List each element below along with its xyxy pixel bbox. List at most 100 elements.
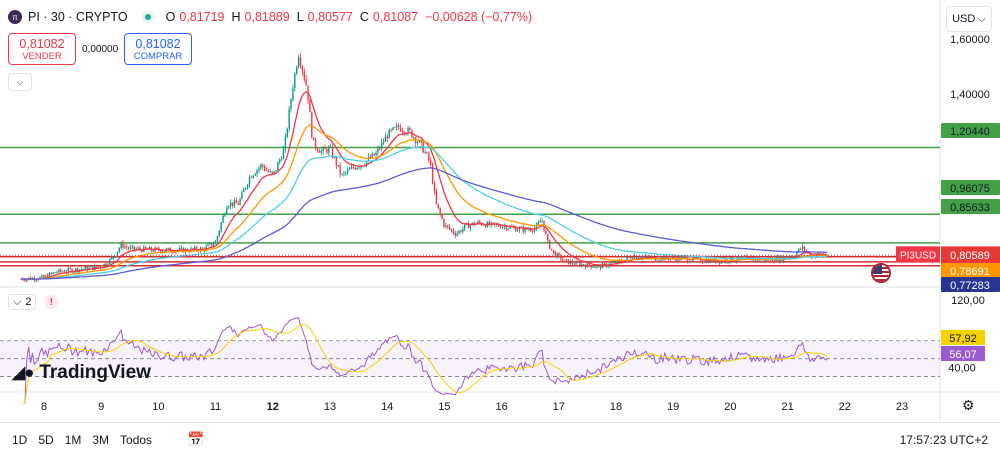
currency-select[interactable]: USD ⌵ [946,6,992,32]
candle-body [784,257,787,259]
rsi-tag-bg [941,346,985,361]
candle-body [513,227,515,228]
candle-body [279,159,281,163]
candle-body [262,164,264,167]
candle-body [63,271,66,273]
candle-body [720,260,723,264]
candle-body [633,255,636,259]
candle-body [120,242,122,249]
close-label: C [359,10,369,24]
candle-body [167,247,170,249]
rsi-axis-label: 120,00 [951,295,985,307]
candle-body [437,203,439,209]
candle-body [107,264,109,266]
candle-body [314,140,317,149]
candle-body [316,148,319,151]
candle-body [569,261,572,265]
timeframe-3m[interactable]: 3M [92,432,110,447]
candle-body [503,226,506,227]
candle-body [112,257,115,259]
candle-body [322,147,324,151]
candle-body [760,259,762,261]
candle-body [773,261,775,262]
candle-body [94,265,96,270]
candle-body [111,257,113,260]
candle-body [547,234,549,241]
candle-body [418,140,421,143]
warning-icon[interactable]: ! [44,295,59,309]
candle-body [507,228,509,230]
candle-body [273,171,275,174]
candle-body [50,273,53,274]
ema-mid-line [21,124,828,280]
candle-body [703,262,706,263]
level-tag-bg [941,199,1000,214]
candle-body [596,265,598,268]
timeframe-5d[interactable]: 5D [38,432,54,447]
tradingview-watermark: ◢● TradingView [12,362,151,384]
rsi-ma-line [23,323,828,404]
candle-body [369,156,372,159]
gear-icon[interactable]: ⚙ [962,397,975,413]
candle-body [216,235,219,242]
candle-body [439,208,441,215]
candle-body [626,256,628,260]
change-value: −0,00628 (−0,77%) [425,10,533,24]
timeframe-1d[interactable]: 1D [12,432,28,447]
candle-body [556,253,558,257]
candle-body [565,259,568,261]
candle-body [131,246,134,248]
chevron-down-icon: ⌵ [977,12,986,25]
candle-body [747,256,749,257]
candle-body [241,192,243,199]
candle-body [826,255,828,257]
candle-body [603,263,606,265]
open-value: 0,81719 [179,10,225,24]
sell-button[interactable]: 0,81082 VENDER [8,33,76,65]
clock[interactable]: 17:57:23 UTC+2 [899,433,988,447]
candle-body [86,266,88,270]
candle-body [309,100,311,113]
candle-body [537,222,540,225]
candle-body [254,173,256,176]
candle-body [52,272,54,274]
indicator-count: 2 [25,296,32,308]
candle-body [628,256,630,258]
candle-body [271,171,273,174]
us-flag-icon[interactable] [871,263,891,283]
candle-body [67,268,70,272]
timeframe-1m[interactable]: 1M [64,432,82,447]
candle-body [579,262,581,267]
candle-body [728,262,730,263]
symbol-name[interactable]: PI · 30 · CRYPTO [28,10,128,24]
calendar-icon[interactable]: 📅 [187,431,205,447]
candle-body [447,225,449,227]
x-tick-label: 16 [495,401,507,413]
low-value: 0,80577 [307,10,353,24]
candle-body [433,183,436,192]
candle-body [707,259,709,263]
collapse-button[interactable]: ⌵ [8,73,32,91]
candle-body [124,246,126,248]
candle-body [790,256,792,258]
candle-body [607,265,609,267]
candle-body [343,172,345,174]
candle-body [424,152,426,153]
candle-body [413,137,415,139]
candle-body [430,159,432,166]
indicator-toggle[interactable]: ⌵ 2 [8,294,37,310]
candle-body [514,227,517,232]
candle-body [454,233,456,236]
buy-button[interactable]: 0,81082 COMPRAR [124,33,192,65]
candle-body [552,249,555,253]
level-tag: 1,20440 [950,126,990,138]
candle-body [284,136,287,149]
rsi-ma-tag-bg [941,330,985,345]
candle-body [696,257,698,259]
timeframe-all[interactable]: Todos [120,432,153,447]
candle-body [562,259,564,261]
candle-body [458,230,460,234]
symbol-tag-bg [896,246,940,263]
candle-body [416,142,419,144]
